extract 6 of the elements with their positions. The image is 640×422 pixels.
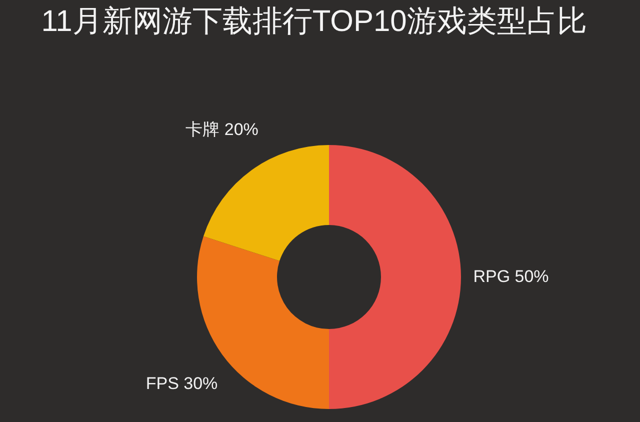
slice-label: FPS 30% <box>146 374 218 393</box>
donut-slice <box>329 145 461 409</box>
slice-label: RPG 50% <box>473 267 549 286</box>
chart-title: 11月新网游下载排行TOP10游戏类型占比 <box>41 4 587 38</box>
slice-label: 卡牌 20% <box>186 120 258 139</box>
donut-slice <box>203 145 329 261</box>
